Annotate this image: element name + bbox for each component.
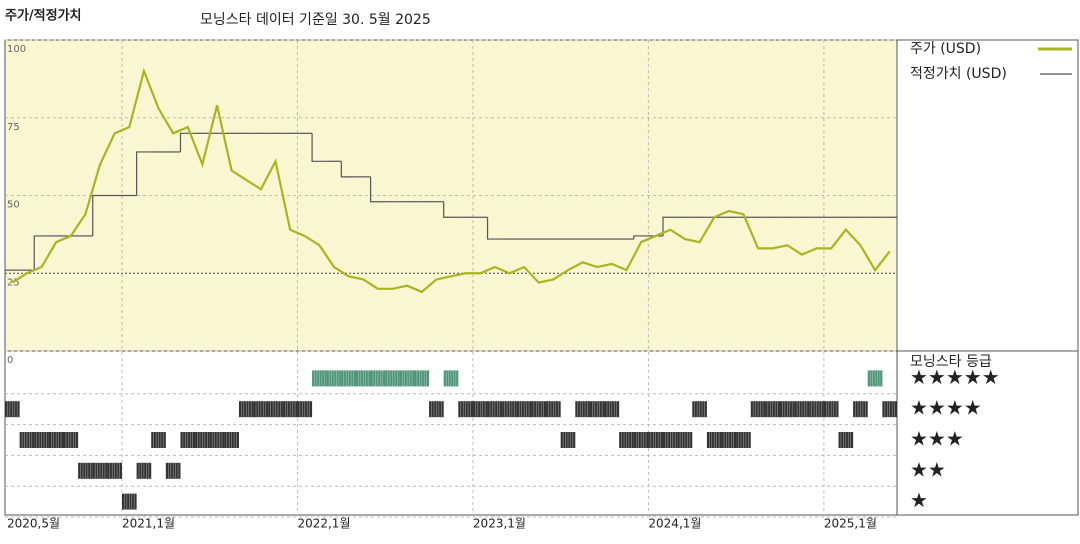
x-tick-label: 2025,1월 [824, 517, 877, 531]
fair-value-step [662, 216, 678, 236]
fair-value-step [33, 235, 49, 271]
fair-value-step [92, 194, 108, 236]
x-tick-label: 2023,1월 [473, 517, 526, 531]
fair-value-step [340, 161, 356, 178]
y-tick-label: 100 [7, 44, 26, 55]
legend-label: 적정가치 (USD) [910, 66, 1007, 82]
y-tick-label: 50 [7, 200, 20, 211]
fair-value-step [136, 151, 152, 196]
ratings-title: 모닝스타 등급 [910, 354, 992, 370]
rating-label: ★★ [910, 457, 946, 481]
fair-value-step [486, 217, 503, 240]
fair-value-step [369, 176, 386, 203]
x-tick-label: 2021,1월 [122, 517, 175, 531]
x-tick-label: 2022,1월 [297, 517, 350, 531]
chart-subtitle: 모닝스타 데이터 기준일 30. 5월 2025 [200, 12, 431, 28]
price-line [11, 67, 891, 294]
rating-label: ★ [910, 488, 928, 512]
x-tick-label: 2020,5월 [7, 517, 60, 531]
fair-value-step [311, 133, 327, 162]
x-tick-label: 2024,1월 [648, 517, 701, 531]
chart-title: 주가/적정가치 [5, 8, 82, 24]
fair-value-step [443, 201, 459, 218]
rating-label: ★★★★ [910, 396, 982, 420]
legend-label: 주가 (USD) [910, 41, 981, 57]
rating-label: ★★★★★ [910, 365, 1000, 389]
y-tick-label: 0 [7, 355, 13, 366]
rating-label: ★★★ [910, 427, 964, 451]
y-tick-label: 75 [7, 122, 20, 133]
fair-value-step [633, 235, 649, 240]
